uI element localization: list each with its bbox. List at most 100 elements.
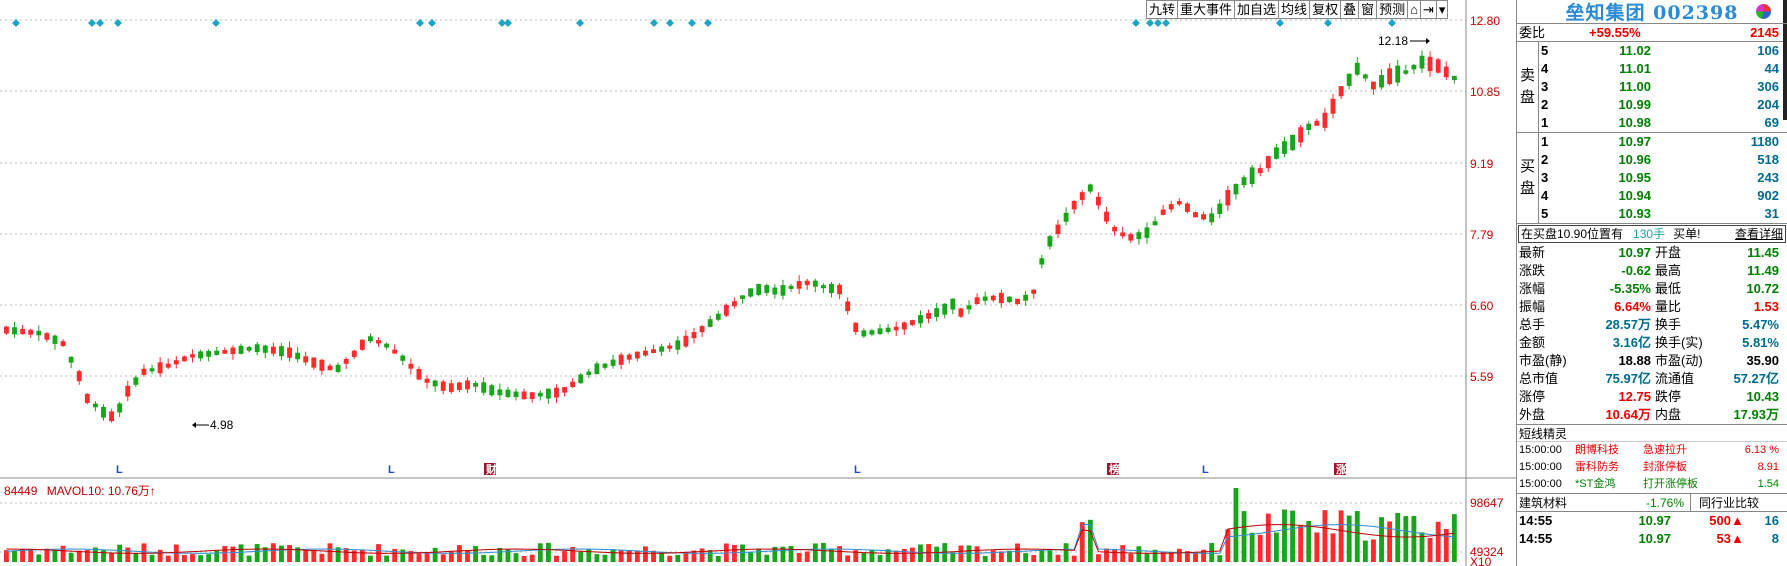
volume-bar — [303, 550, 309, 562]
volume-bar — [1282, 509, 1287, 562]
candle-body — [246, 347, 252, 351]
candle-body — [1144, 227, 1150, 238]
buy-level-4[interactable]: 4 10.94 902 — [1517, 187, 1787, 205]
candle-body — [562, 387, 567, 393]
industry-name[interactable]: 建筑材料 — [1519, 496, 1568, 510]
candle-body — [206, 350, 212, 357]
buy-level-1[interactable]: 1 10.97 1180 — [1517, 133, 1787, 151]
sell-level-price: 10.98 — [1618, 115, 1651, 130]
toolbar-button-10[interactable]: ▾ — [1436, 0, 1449, 19]
volume-bar — [1371, 539, 1376, 562]
candle-body — [270, 346, 276, 354]
volume-bar — [12, 550, 17, 562]
toolbar-button-3[interactable]: 均线 — [1279, 0, 1311, 19]
candle-body — [748, 288, 754, 297]
tick-volume: 53 — [1716, 531, 1731, 546]
candle-body — [311, 357, 317, 368]
candle-body — [675, 340, 681, 350]
candle-body — [893, 326, 899, 331]
volume-bar — [1209, 543, 1215, 562]
alert-row[interactable]: 15:00:00 *ST金鸿 打开涨停板 1.54 — [1517, 476, 1787, 493]
sell-level-4[interactable]: 4 11.01 44 — [1517, 60, 1787, 78]
view-details-link[interactable]: 查看详细 — [1734, 227, 1783, 241]
alert-row[interactable]: 15:00:00 朗博科技 急速拉升 6.13 % — [1517, 442, 1787, 459]
candle-body — [254, 344, 260, 353]
candle-body — [440, 381, 446, 391]
volume-bar — [141, 543, 147, 562]
quote-key: 涨幅 — [1519, 281, 1546, 296]
low-arrow-icon — [192, 422, 196, 428]
candle-body — [384, 343, 390, 348]
candle-body — [659, 346, 665, 352]
sell-level-1[interactable]: 1 10.98 69 — [1517, 114, 1787, 132]
quote-value: 28.57万 — [1605, 317, 1651, 332]
candle-body — [1217, 203, 1223, 214]
sell-level-5[interactable]: 5 11.02 106 — [1517, 42, 1787, 60]
quote-row: 总市值 75.97亿 流通值 57.27亿 — [1519, 370, 1779, 388]
quote-key: 最新 — [1519, 245, 1546, 260]
toolbar-button-6[interactable]: 窗 — [1359, 0, 1378, 19]
candle-body — [570, 381, 576, 388]
sell-level-qty: 306 — [1757, 79, 1779, 94]
volume-bar — [343, 548, 349, 562]
alert-row[interactable]: 15:00:00 雷科防务 封涨停板 8.91 — [1517, 459, 1787, 476]
candle-body — [1225, 190, 1231, 206]
kline-chart-area[interactable]: 12.80 10.85 9.19 7.79 6.60 5.59 98647 49324 X10 L… — [0, 0, 1516, 566]
quote-row: 最新 10.97 开盘 11.45 — [1519, 244, 1779, 262]
buy-level-3[interactable]: 3 10.95 243 — [1517, 169, 1787, 187]
volume-bar — [489, 555, 495, 562]
sell-level-3[interactable]: 3 11.00 306 — [1517, 78, 1787, 96]
pie-chart-icon[interactable] — [1756, 4, 1771, 19]
volume-bar — [1338, 510, 1344, 562]
candle-body — [594, 363, 600, 375]
panel-scrollbar[interactable] — [1783, 0, 1787, 120]
candle-body — [44, 333, 50, 340]
buy-level-5[interactable]: 5 10.93 31 — [1517, 205, 1787, 223]
candle-body — [918, 315, 923, 324]
volume-bar — [1184, 551, 1190, 562]
buy-level-2[interactable]: 2 10.96 518 — [1517, 151, 1787, 169]
candle-body — [732, 301, 737, 307]
candle-body — [926, 312, 931, 319]
toolbar-button-9[interactable]: ⇥ — [1420, 0, 1437, 19]
candle-body — [934, 308, 940, 317]
event-diamond-icon — [428, 19, 436, 27]
sell-book-label: 卖 盘 — [1517, 42, 1539, 132]
alert-stock: 朗博科技 — [1575, 444, 1619, 456]
toolbar-button-0[interactable]: 九转 — [1146, 0, 1179, 19]
event-diamond-icon — [1276, 19, 1284, 27]
toolbar-button-5[interactable]: 叠 — [1341, 0, 1360, 19]
sell-level-2[interactable]: 2 10.99 204 — [1517, 96, 1787, 114]
candle-body — [52, 335, 58, 344]
peer-compare-button[interactable]: 同行业比较 — [1699, 496, 1760, 510]
candle-body — [1379, 75, 1384, 88]
event-marker-label: 涨 — [1336, 462, 1347, 476]
toolbar-button-8[interactable]: ⌂ — [1408, 0, 1421, 19]
sell-level-qty: 106 — [1757, 43, 1779, 58]
volume-bar — [52, 550, 58, 562]
toolbar-button-1[interactable]: 重大事件 — [1178, 0, 1236, 19]
price-axis-label: 7.79 — [1470, 228, 1494, 242]
candle-body — [181, 356, 187, 362]
alerts-title[interactable]: 短线精灵 — [1517, 424, 1787, 442]
volume-bar — [1314, 532, 1320, 562]
volume-bar — [578, 551, 584, 562]
candle-body — [1063, 212, 1069, 222]
candle-body — [84, 393, 90, 403]
candle-body — [327, 365, 333, 371]
candle-body — [465, 380, 470, 390]
candle-body — [1112, 226, 1118, 232]
candle-body — [909, 320, 915, 326]
toolbar-button-7[interactable]: 预测 — [1377, 0, 1409, 19]
up-arrow-icon: ▲ — [1731, 531, 1744, 546]
volume-bar — [351, 550, 357, 562]
volume-bar — [934, 546, 940, 562]
quote-value: 18.88 — [1618, 353, 1651, 368]
volume-bar — [1104, 548, 1109, 562]
toolbar-button-4[interactable]: 复权 — [1310, 0, 1342, 19]
volume-bar — [1451, 514, 1457, 562]
candle-body — [489, 385, 495, 396]
toolbar-button-2[interactable]: 加自选 — [1235, 0, 1280, 19]
alert-value: 1.54 — [1757, 478, 1779, 490]
